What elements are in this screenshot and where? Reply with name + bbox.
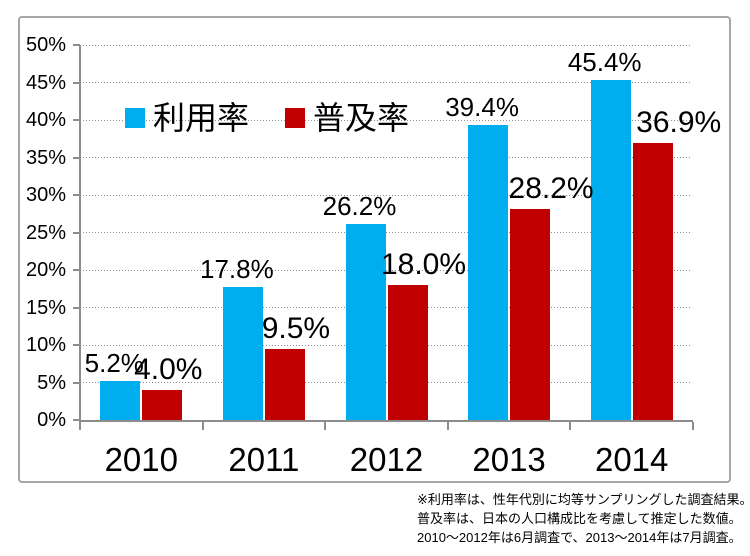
- bar-penetration-rate-2010: [142, 390, 183, 420]
- x-axis-line: [80, 420, 693, 422]
- legend-swatch-penetration-rate: [285, 108, 306, 128]
- gridline-5%: [80, 382, 692, 383]
- y-axis-label: 0%: [37, 409, 66, 431]
- x-axis-label-2014: 2014: [594, 441, 669, 478]
- gridline-25%: [80, 232, 692, 233]
- y-tick: [73, 306, 80, 309]
- y-tick: [73, 194, 80, 196]
- y-tick: [73, 381, 80, 384]
- bar-value-label-usage-rate-2013: 39.4%: [445, 91, 519, 122]
- legend-swatch-usage-rate: [125, 108, 145, 128]
- gridline-45%: [80, 82, 692, 83]
- gridline-10%: [80, 344, 692, 346]
- bar-value-label-usage-rate-2012: 26.2%: [322, 190, 397, 221]
- bar-usage-rate-2013: [468, 124, 509, 420]
- y-tick: [73, 344, 80, 346]
- y-axis-label: 5%: [37, 371, 66, 394]
- y-axis-label: 45%: [25, 71, 66, 94]
- bar-penetration-rate-2014: [632, 143, 673, 420]
- footnote-line-2: 普及率は、日本の人口構成比を考慮して推定した数値。: [417, 511, 742, 526]
- legend-item-penetration-rate: 普及率: [285, 100, 409, 136]
- x-axis-label-2012: 2012: [349, 441, 424, 478]
- y-axis-label: 25%: [25, 221, 66, 244]
- bar-penetration-rate-2011: [264, 348, 305, 420]
- legend: 利用率 普及率: [125, 100, 409, 136]
- bar-usage-rate-2010: [100, 381, 141, 420]
- bar-usage-rate-2011: [222, 286, 263, 420]
- y-tick: [73, 44, 80, 46]
- plot-area: 0% 5% 10% 15% 20% 25% 30% 35% 40% 45% 50% 2010 5.2% 4…: [20, 18, 729, 481]
- x-tick: [692, 422, 694, 430]
- y-tick: [73, 419, 80, 421]
- y-axis-line: [79, 45, 81, 428]
- gridline-50%: [80, 44, 692, 46]
- y-axis-label: 50%: [25, 34, 66, 56]
- y-axis-label: 40%: [25, 109, 66, 131]
- bar-value-label-usage-rate-2011: 17.8%: [200, 253, 274, 284]
- y-axis-label: 20%: [25, 259, 66, 281]
- x-axis-label-2011: 2011: [228, 441, 300, 478]
- y-tick: [73, 156, 80, 159]
- bar-value-label-penetration-rate-2010: 4.0%: [134, 353, 203, 386]
- y-tick: [73, 231, 80, 234]
- gridline-15%: [80, 307, 692, 308]
- legend-item-usage-rate: 利用率: [125, 100, 249, 136]
- footnote-line-3: 2010〜2012年は6月調査で、2013〜2014年は7月調査。: [417, 530, 742, 545]
- y-axis-label: 15%: [25, 296, 66, 319]
- y-tick: [73, 269, 80, 271]
- legend-label-usage-rate: 利用率: [153, 100, 250, 136]
- y-axis-label: 10%: [25, 334, 66, 356]
- y-axis-label: 30%: [25, 184, 66, 206]
- gridline-20%: [80, 269, 692, 271]
- x-tick: [324, 422, 327, 430]
- legend-label-penetration-rate: 普及率: [313, 100, 410, 136]
- x-axis-label-2013: 2013: [472, 441, 546, 478]
- bar-value-label-penetration-rate-2013: 28.2%: [508, 171, 594, 205]
- bar-value-label-usage-rate-2014: 45.4%: [567, 46, 642, 77]
- gridline-40%: [80, 119, 692, 121]
- y-tick: [73, 81, 80, 84]
- x-tick: [79, 422, 81, 430]
- bar-value-label-usage-rate-2010: 5.2%: [84, 348, 144, 378]
- bar-usage-rate-2014: [590, 79, 631, 420]
- x-axis-label-2010: 2010: [104, 441, 178, 478]
- gridline-30%: [80, 194, 692, 196]
- y-axis-label: 35%: [25, 146, 66, 169]
- bar-value-label-penetration-rate-2012: 18.0%: [380, 248, 467, 281]
- gridline-35%: [80, 157, 692, 158]
- x-tick: [569, 422, 572, 430]
- x-tick: [201, 422, 204, 430]
- bar-usage-rate-2012: [345, 223, 386, 420]
- chart-frame: 0% 5% 10% 15% 20% 25% 30% 35% 40% 45% 50% 2010 5.2% 4…: [18, 16, 731, 483]
- y-tick: [73, 119, 80, 121]
- bar-penetration-rate-2012: [387, 285, 428, 420]
- x-tick: [446, 422, 449, 430]
- bar-value-label-penetration-rate-2011: 9.5%: [261, 311, 331, 345]
- bar-value-label-penetration-rate-2014: 36.9%: [636, 106, 722, 140]
- footnote-line-1: ※利用率は、性年代別に均等サンプリングした調査結果。: [417, 492, 750, 507]
- bar-penetration-rate-2013: [510, 208, 551, 420]
- footnote: ※利用率は、性年代別に均等サンプリングした調査結果。 普及率は、日本の人口構成比…: [417, 490, 750, 547]
